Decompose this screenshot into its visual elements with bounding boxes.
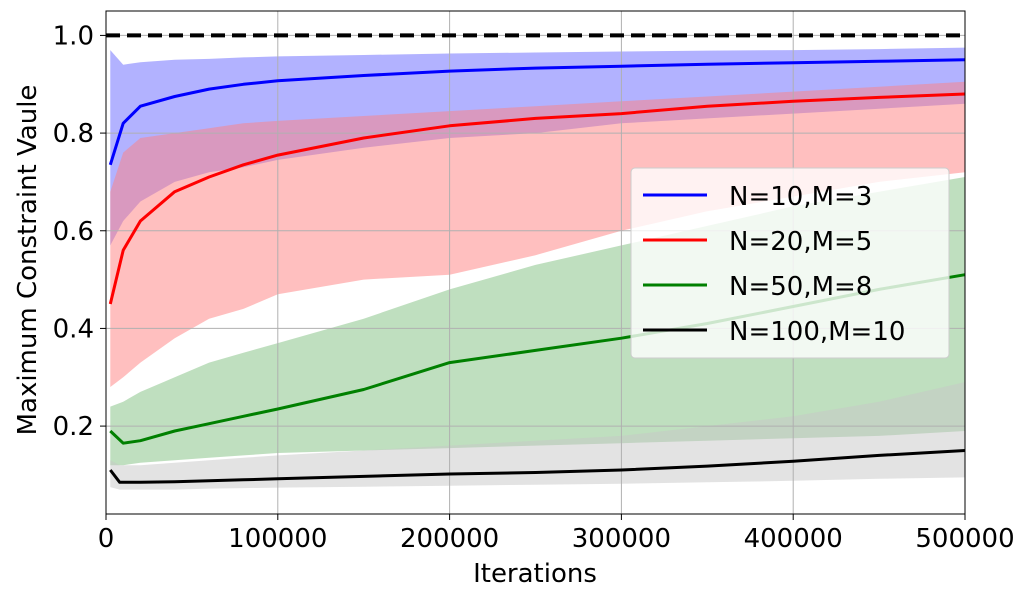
- x-axis-ticks: 0 100000 200000 300000 400000 500000: [98, 514, 1015, 554]
- legend-label-1: N=10,M=3: [729, 182, 872, 212]
- series-line-4: [109, 449, 966, 484]
- x-tick-label-0: 0: [98, 524, 115, 554]
- band-series-2: [110, 81, 966, 388]
- y-axis-ticks: 0.2 0.4 0.6 0.8 1.0: [53, 21, 106, 442]
- x-tick-label-2: 200000: [400, 524, 499, 554]
- legend-label-2: N=20,M=5: [729, 227, 872, 257]
- plot-frame: [105, 10, 966, 515]
- legend-label-4: N=100,M=10: [729, 317, 905, 347]
- y-axis-label: Maximum Constraint Vaule: [13, 85, 43, 436]
- series-line-1: [108, 58, 966, 166]
- y-tick-label-2: 0.6: [53, 217, 94, 247]
- y-tick-label-4: 1.0: [53, 21, 94, 51]
- series-line-2: [108, 92, 966, 305]
- x-axis-label: Iterations: [473, 559, 597, 589]
- y-tick-label-0: 0.2: [53, 412, 94, 442]
- legend-box: [630, 167, 950, 359]
- legend: N=10,M=3 N=20,M=5 N=50,M=8 N=100,M=10: [630, 167, 950, 359]
- x-tick-label-3: 300000: [572, 524, 671, 554]
- y-tick-label-1: 0.4: [53, 314, 94, 344]
- legend-label-3: N=50,M=8: [729, 272, 872, 302]
- y-tick-label-3: 0.8: [53, 119, 94, 149]
- x-tick-label-1: 100000: [228, 524, 327, 554]
- x-tick-label-5: 500000: [915, 524, 1014, 554]
- x-tick-label-4: 400000: [744, 524, 843, 554]
